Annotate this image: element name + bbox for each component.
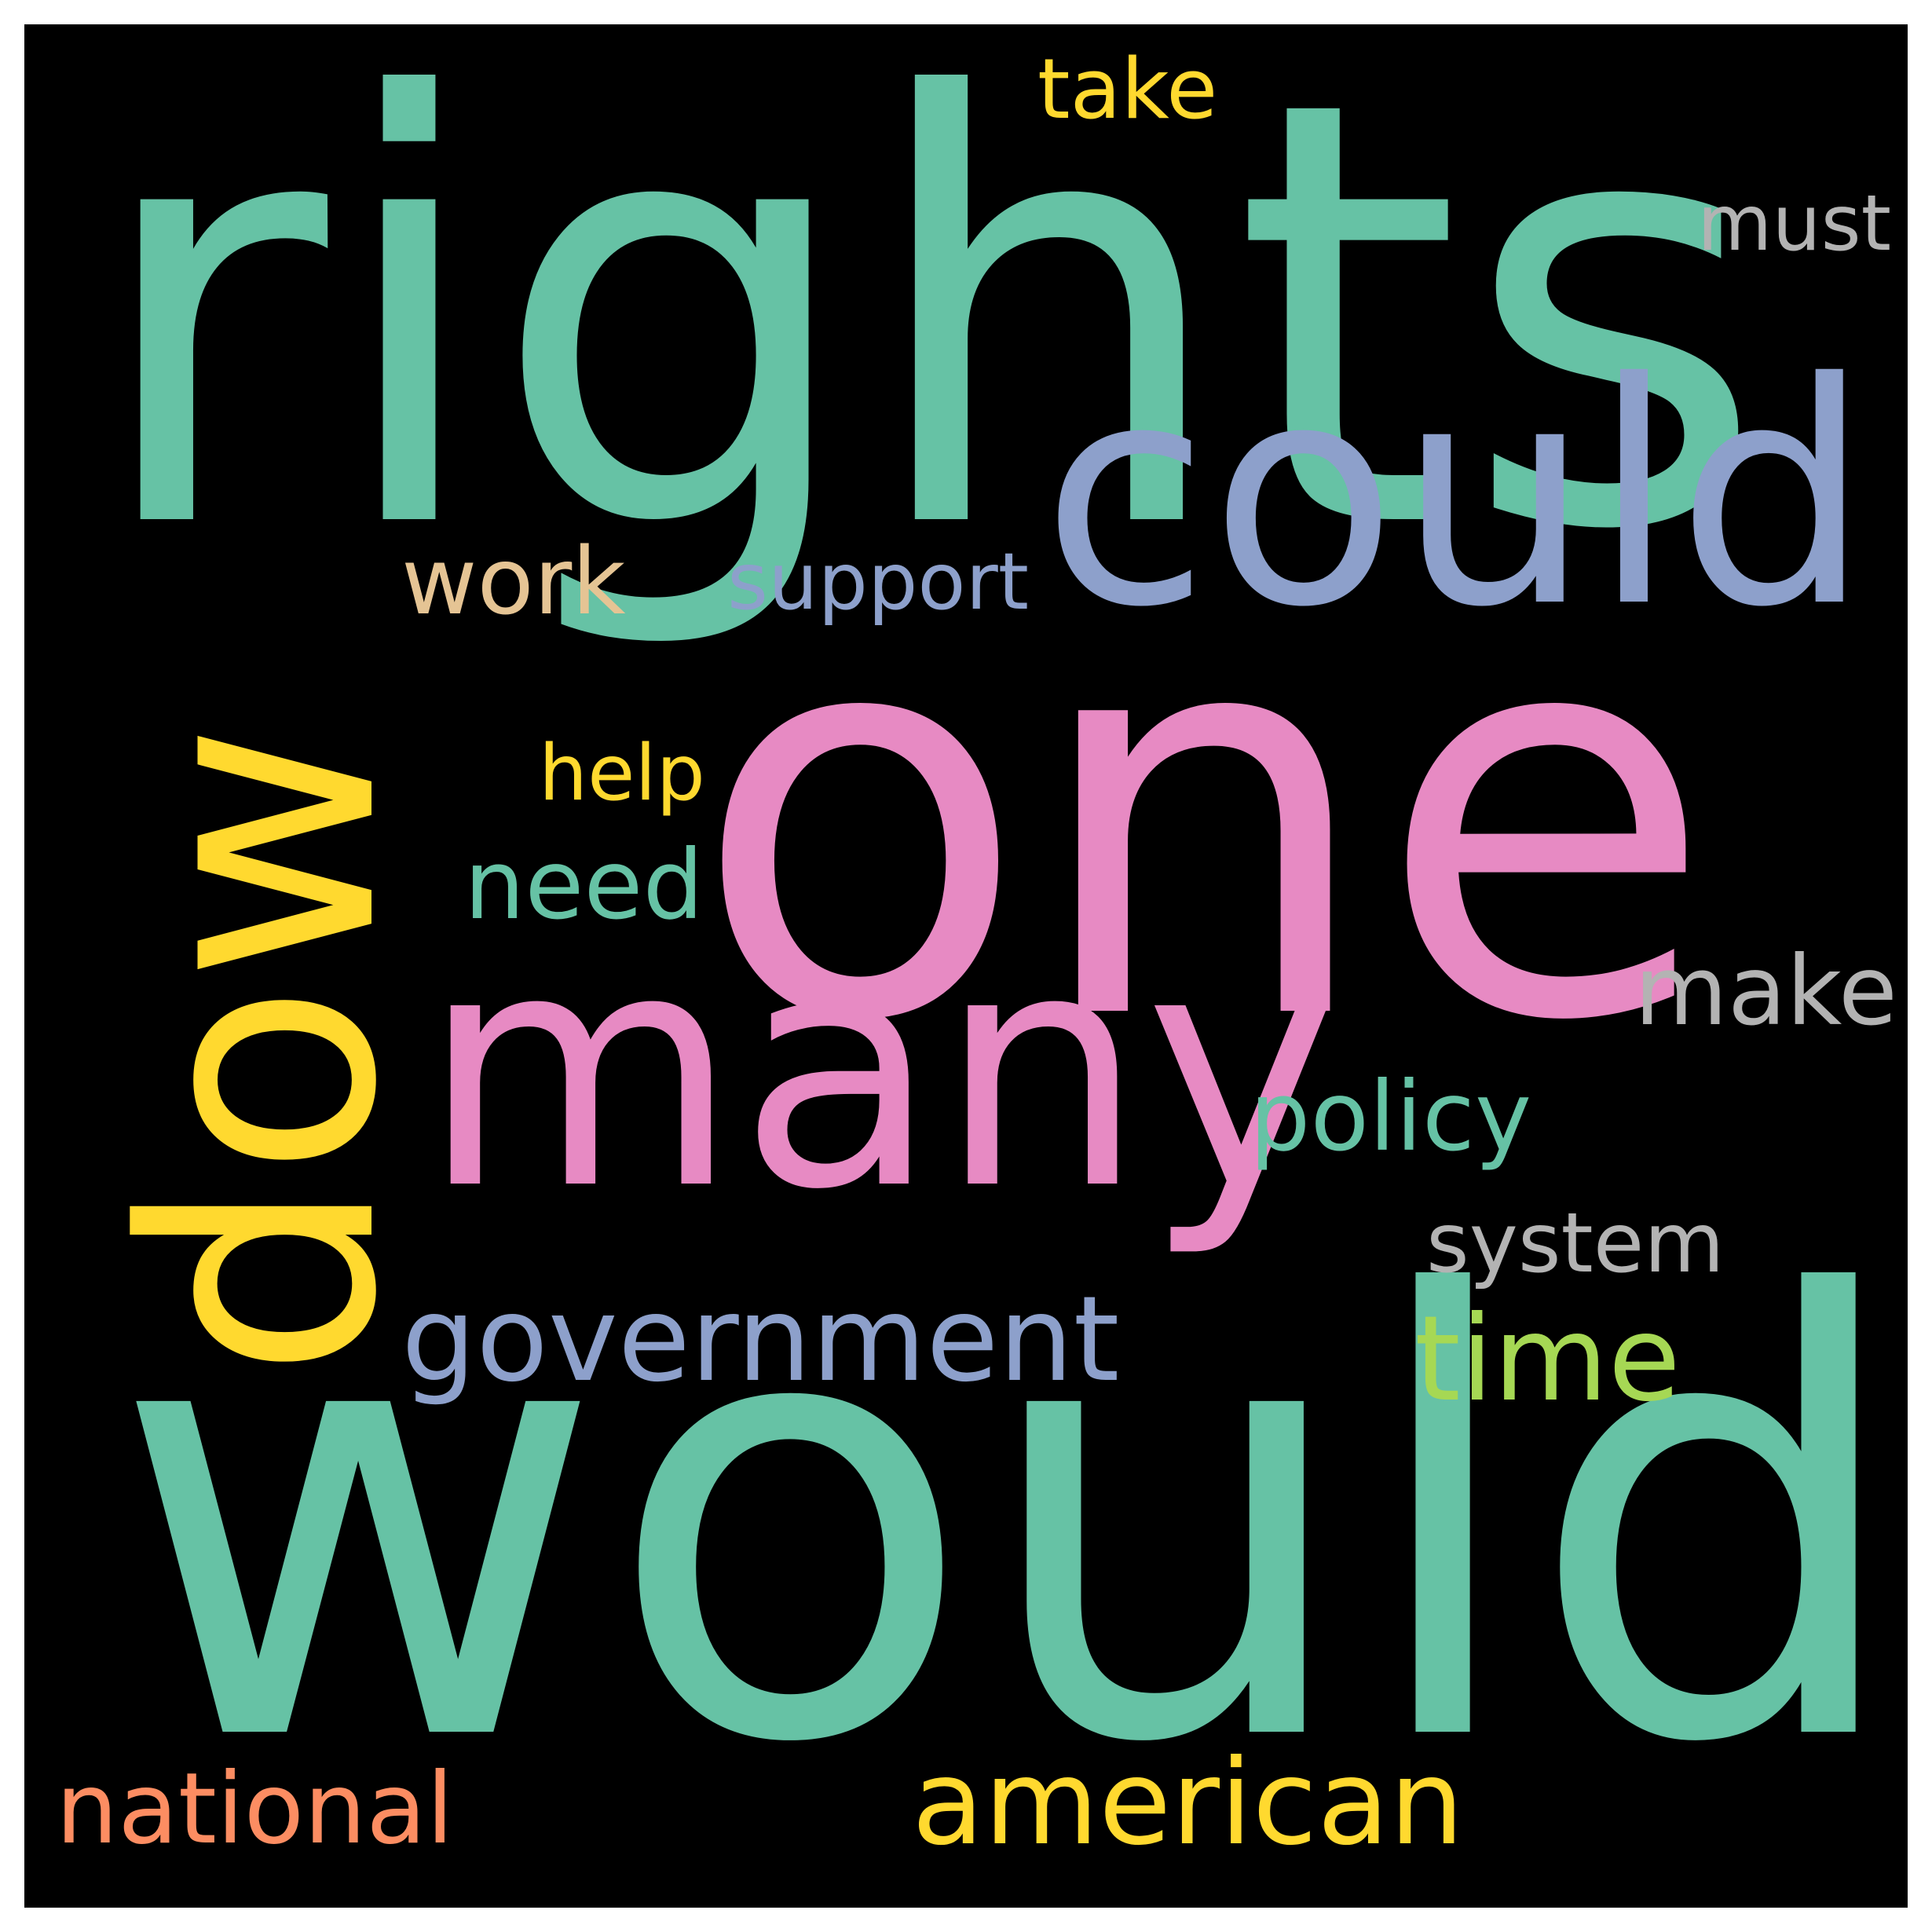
word-time: time <box>1414 1291 1681 1428</box>
word-cloud: rights would one could many dow governme… <box>24 24 1908 1908</box>
word-could: could <box>1041 317 1872 674</box>
word-would: would <box>111 1170 1908 1875</box>
word-many: many <box>421 881 1338 1261</box>
word-must: must <box>1697 179 1892 269</box>
word-system: system <box>1426 1195 1725 1291</box>
word-take: take <box>1037 41 1218 137</box>
word-policy: policy <box>1250 1061 1532 1173</box>
word-help: help <box>539 729 705 818</box>
word-government: government <box>401 1272 1120 1408</box>
word-national: national <box>56 1752 454 1866</box>
word-need: need <box>464 829 704 941</box>
word-dow: dow <box>76 722 447 1379</box>
word-support: support <box>727 536 1029 628</box>
word-make: make <box>1634 935 1897 1047</box>
word-one: one <box>692 501 1715 1141</box>
word-american: american <box>912 1735 1465 1872</box>
word-rights: rights <box>87 24 1767 657</box>
word-work: work <box>401 527 626 635</box>
